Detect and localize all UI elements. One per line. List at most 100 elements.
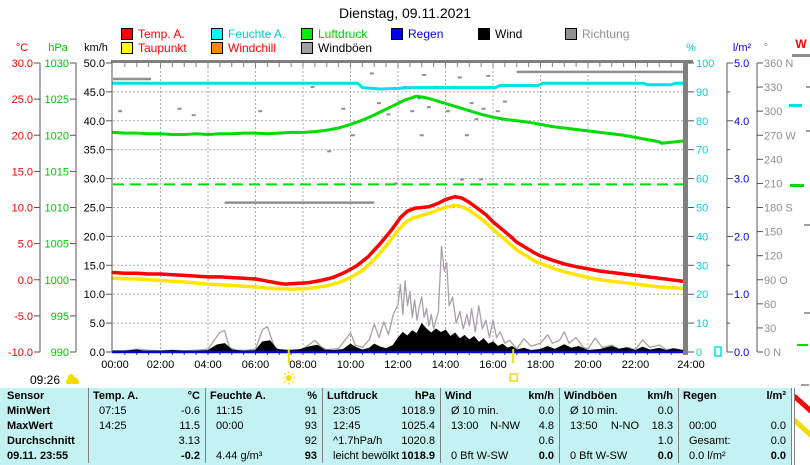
- cell-regen-current: 0.0 l/m² 0.0: [678, 448, 791, 463]
- direction-axis-label: 150: [764, 227, 782, 239]
- series-richtung-point: [445, 110, 450, 113]
- cell-windboeen-sensor: Windböen km/h: [559, 388, 678, 403]
- direction-axis-label: 240: [764, 154, 782, 166]
- cell-direction: N-NW: [490, 419, 520, 432]
- x-axis-label: 02:00: [147, 359, 175, 371]
- series-richtung-point: [457, 76, 462, 79]
- legend-label: Wind: [495, 26, 523, 41]
- chart-frame-right: [683, 60, 688, 355]
- series-richtung-point: [417, 97, 422, 100]
- cell-value: 93: [304, 419, 317, 432]
- cell-temp-durchschnitt: 3.13: [88, 433, 205, 448]
- pressure-axis-unit: hPa: [48, 42, 68, 54]
- windspeed-axis-label: 30.0: [84, 174, 105, 186]
- legend-item-richtung: Richtung: [565, 27, 629, 41]
- humidity-axis-label: 60: [696, 174, 708, 186]
- legend-label: Feuchte A.: [228, 26, 286, 41]
- cell-value: 11.5: [179, 419, 200, 432]
- windspeed-axis-label: 40.0: [84, 116, 105, 128]
- humidity-axis-label: 0: [696, 347, 702, 359]
- edge-humidity-mark: [789, 104, 802, 107]
- series-richtung-point: [341, 107, 346, 110]
- series-richtung-point: [191, 114, 196, 117]
- cell-direction: N-NO: [610, 419, 639, 432]
- temperature-axis-label: 15.0: [12, 166, 33, 178]
- table-row-minwert: MinWert 07:15 -0.6 11:15 91 23:05 1018.9 Ø 10 m…: [0, 403, 791, 418]
- pressure-axis-label: 990: [51, 347, 69, 359]
- direction-axis-label: 0 N: [764, 347, 781, 359]
- trend-arrow-yellow: [792, 418, 810, 438]
- temperature-axis-label: 30.0: [12, 58, 33, 70]
- cell-value: 1020.8: [401, 434, 435, 447]
- taupunkt-swatch-icon: [121, 41, 133, 54]
- x-axis-label: 08:00: [289, 359, 317, 371]
- cell-text: 12:45: [333, 419, 361, 432]
- series-richtung-point: [258, 110, 263, 113]
- windchill-swatch-icon: [211, 41, 223, 54]
- humidity-axis-label: 10: [696, 318, 708, 330]
- sunrise-icon-ray: [283, 380, 286, 384]
- direction-axis-label: 120: [764, 251, 782, 263]
- legend-item-temp: Temp. A.: [121, 27, 185, 41]
- series-richtung-point: [479, 178, 484, 181]
- sunrise-icon: [285, 375, 292, 381]
- pressure-axis-label: 1030: [45, 58, 69, 70]
- table-row-durchschnitt: Durchschnitt 3.13 92 ^1.7hPa/h 1020.8 0.6 1.0 G…: [0, 433, 791, 448]
- cell-text: 0 Bft W-SW: [570, 449, 628, 462]
- humidity-axis-label: 30: [696, 260, 708, 272]
- edge-tick: [804, 224, 810, 226]
- cell-text: 11:15: [216, 404, 243, 417]
- row-label-current: 09.11. 23:55: [7, 449, 69, 462]
- edge-gray-mark: [792, 54, 810, 57]
- windboeen-swatch-icon: [301, 41, 313, 54]
- x-axis-label: 10:00: [337, 359, 365, 371]
- cell-value: 0.0: [657, 449, 673, 462]
- cell-text: Wind: [445, 389, 472, 402]
- series-richtung-point: [495, 110, 500, 113]
- regen-swatch-icon: [391, 27, 403, 40]
- cell-luftdruck-current: leicht bewölkt 1018.9: [322, 448, 440, 463]
- cell-text: Regen: [683, 389, 717, 402]
- temperature-axis-label: 25.0: [12, 94, 33, 106]
- series-richtung-point: [377, 102, 381, 105]
- cell-text: 07:15: [99, 404, 127, 417]
- cell-regen-sensor: Regen l/m²: [678, 388, 791, 403]
- temperature-axis-label: 5.0: [18, 239, 33, 251]
- feuchte-swatch-icon: [211, 27, 223, 40]
- sunrise-icon-ray: [291, 372, 294, 376]
- cell-text: Ø 10 min.: [451, 404, 499, 417]
- legend-label: Windböen: [318, 40, 373, 55]
- cell-wind-current: 0 Bft W-SW 0.0: [440, 448, 559, 463]
- cell-value: 1018.9: [401, 404, 435, 417]
- table-row-maxwert: MaxWert 14:25 11.5 00:00 93 12:45 1025.4 13:00 N…: [0, 418, 791, 433]
- humidity-axis-label: 70: [696, 145, 708, 157]
- pressure-axis-label: 995: [51, 311, 69, 323]
- x-axis-label: 04:00: [194, 359, 222, 371]
- legend-label: Taupunkt: [138, 40, 187, 55]
- cell-windboeen-minwert: Ø 10 min. 0.0: [559, 403, 678, 418]
- series-richtung-point: [460, 178, 465, 181]
- edge-tick: [801, 384, 809, 386]
- daylight-duration-value: 09:26: [30, 373, 61, 387]
- page-title: Dienstag, 09.11.2021: [338, 5, 472, 21]
- cell-feuchte-durchschnitt: 92: [205, 433, 322, 448]
- cell-luftdruck-maxwert: 12:45 1025.4: [322, 418, 440, 433]
- series-richtung-point: [419, 134, 424, 137]
- rain-axis-label: 4.0: [734, 116, 749, 128]
- cell-text: Temp. A.: [93, 389, 139, 402]
- rain-axis-label: 0.0: [734, 347, 749, 359]
- series-richtung-point: [426, 106, 431, 109]
- cell-luftdruck-durchschnitt: ^1.7hPa/h 1020.8: [322, 433, 440, 448]
- sunset-icon: [509, 373, 518, 382]
- cell-feuchte-maxwert: 00:00 93: [205, 418, 322, 433]
- cell-text: leicht bewölkt: [333, 449, 400, 462]
- temperature-axis-label: 10.0: [12, 203, 33, 215]
- humidity-axis-label: 100: [696, 58, 714, 70]
- cell-value: °C: [187, 389, 200, 402]
- cell-text: 0.0 l/m²: [689, 449, 726, 462]
- cell-value: %: [307, 389, 317, 402]
- cell-text: Feuchte A.: [210, 389, 266, 402]
- edge-tick: [806, 86, 810, 88]
